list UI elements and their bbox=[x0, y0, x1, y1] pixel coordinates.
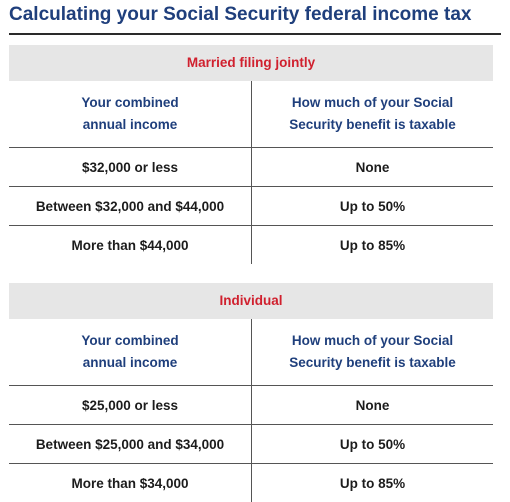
header-line: annual income bbox=[82, 355, 178, 370]
page-title: Calculating your Social Security federal… bbox=[9, 4, 472, 25]
taxable-cell: None bbox=[251, 148, 493, 186]
income-cell: Between $32,000 and $44,000 bbox=[35, 198, 225, 214]
header-line: Security benefit is taxable bbox=[289, 117, 456, 132]
table-row: $25,000 or less None bbox=[9, 386, 493, 425]
taxable-cell: Up to 85% bbox=[251, 464, 493, 502]
taxable-cell: None bbox=[251, 386, 493, 424]
header-line: Security benefit is taxable bbox=[289, 355, 456, 370]
table-row: Between $32,000 and $44,000 Up to 50% bbox=[9, 187, 493, 226]
income-cell: More than $34,000 bbox=[71, 475, 189, 491]
taxable-column-header: How much of your Social Security benefit… bbox=[251, 81, 493, 147]
column-headers: Your combined annual income How much of … bbox=[9, 81, 493, 148]
married-filing-jointly-table: Married filing jointly Your combined ann… bbox=[9, 45, 493, 264]
header-line: How much of your Social bbox=[291, 333, 454, 348]
table-row: More than $44,000 Up to 85% bbox=[9, 226, 493, 264]
income-cell: Between $25,000 and $34,000 bbox=[35, 436, 225, 452]
income-cell: $25,000 or less bbox=[81, 397, 179, 413]
header-line: Your combined bbox=[81, 333, 179, 348]
taxable-column-header: How much of your Social Security benefit… bbox=[251, 319, 493, 385]
income-cell: $32,000 or less bbox=[81, 159, 179, 175]
taxable-cell: Up to 85% bbox=[251, 226, 493, 264]
header-line: How much of your Social bbox=[291, 95, 454, 110]
header-line: annual income bbox=[82, 117, 178, 132]
column-headers: Your combined annual income How much of … bbox=[9, 319, 493, 386]
taxable-cell: Up to 50% bbox=[251, 187, 493, 225]
taxable-cell: Up to 50% bbox=[251, 425, 493, 463]
income-column-header: Your combined annual income bbox=[9, 81, 251, 147]
table-row: More than $34,000 Up to 85% bbox=[9, 464, 493, 502]
table-row: $32,000 or less None bbox=[9, 148, 493, 187]
table-row: Between $25,000 and $34,000 Up to 50% bbox=[9, 425, 493, 464]
section-header: Married filing jointly bbox=[9, 45, 493, 81]
income-column-header: Your combined annual income bbox=[9, 319, 251, 385]
income-cell: More than $44,000 bbox=[71, 237, 189, 253]
title-divider bbox=[9, 33, 501, 35]
individual-table: Individual Your combined annual income H… bbox=[9, 283, 493, 502]
section-header: Individual bbox=[9, 283, 493, 319]
header-line: Your combined bbox=[81, 95, 179, 110]
